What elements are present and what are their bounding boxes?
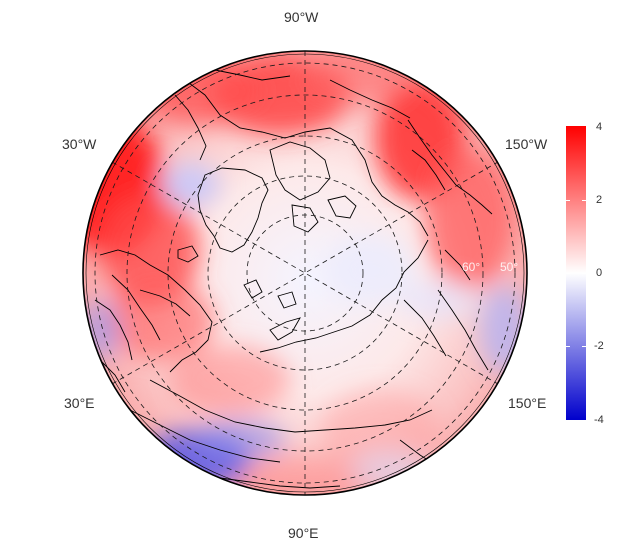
anomaly-field [83, 51, 527, 495]
colorbar-tick: 0 [596, 267, 603, 279]
latitude-circle [167, 135, 443, 411]
lat-label-60: 60° [462, 260, 480, 274]
colorbar-tick: -4 [594, 414, 604, 426]
graticule [94, 51, 516, 495]
colorbar-tick: -2 [594, 340, 604, 352]
colorbar-tick: 4 [596, 121, 603, 133]
greenland-coast [197, 167, 269, 253]
lon-label-150e: 150°E [508, 395, 547, 411]
lat-label-50: 50° [500, 260, 518, 274]
lon-label-30w: 30°W [62, 136, 97, 152]
lon-label-90e: 90°E [288, 525, 319, 541]
latitude-circle [94, 62, 516, 484]
lon-label-150w: 150°W [505, 136, 548, 152]
coastlines [94, 69, 493, 489]
meridian-30e-150w [111, 161, 499, 385]
lon-label-30e: 30°E [64, 395, 95, 411]
colorbar [566, 126, 586, 420]
colorbar-tick: 2 [596, 194, 603, 206]
lon-label-90w: 90°W [284, 9, 319, 25]
map-border [82, 50, 528, 496]
meridian-30w-150e [111, 161, 499, 385]
latitude-circle [207, 175, 403, 371]
